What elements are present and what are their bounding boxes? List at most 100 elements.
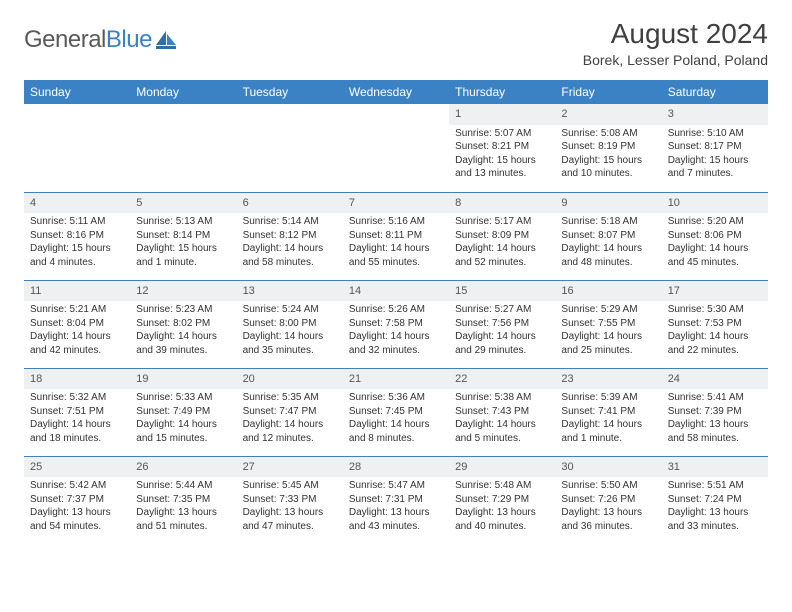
- calendar-cell: 26Sunrise: 5:44 AMSunset: 7:35 PMDayligh…: [130, 456, 236, 544]
- day-body: Sunrise: 5:36 AMSunset: 7:45 PMDaylight:…: [343, 389, 449, 449]
- daylight-line: Daylight: 13 hours and 51 minutes.: [136, 506, 230, 533]
- daylight-line: Daylight: 14 hours and 8 minutes.: [349, 418, 443, 445]
- header: GeneralBlue August 2024 Borek, Lesser Po…: [24, 18, 768, 68]
- sunrise-line: Sunrise: 5:33 AM: [136, 391, 230, 405]
- day-body: Sunrise: 5:44 AMSunset: 7:35 PMDaylight:…: [130, 477, 236, 537]
- sunset-line: Sunset: 8:14 PM: [136, 229, 230, 243]
- daylight-line: Daylight: 15 hours and 13 minutes.: [455, 154, 549, 181]
- daylight-line: Daylight: 14 hours and 58 minutes.: [243, 242, 337, 269]
- logo-word2: Blue: [106, 26, 152, 53]
- calendar-cell: 25Sunrise: 5:42 AMSunset: 7:37 PMDayligh…: [24, 456, 130, 544]
- sunrise-line: Sunrise: 5:17 AM: [455, 215, 549, 229]
- day-number: 31: [662, 457, 768, 478]
- day-number: 22: [449, 369, 555, 390]
- sunset-line: Sunset: 8:09 PM: [455, 229, 549, 243]
- sunrise-line: Sunrise: 5:10 AM: [668, 127, 762, 141]
- daylight-line: Daylight: 14 hours and 15 minutes.: [136, 418, 230, 445]
- day-body: Sunrise: 5:39 AMSunset: 7:41 PMDaylight:…: [555, 389, 661, 449]
- weekday-header: Friday: [555, 80, 661, 104]
- calendar-cell: 20Sunrise: 5:35 AMSunset: 7:47 PMDayligh…: [237, 368, 343, 456]
- sunset-line: Sunset: 8:06 PM: [668, 229, 762, 243]
- sunrise-line: Sunrise: 5:35 AM: [243, 391, 337, 405]
- calendar-cell: 30Sunrise: 5:50 AMSunset: 7:26 PMDayligh…: [555, 456, 661, 544]
- sunrise-line: Sunrise: 5:21 AM: [30, 303, 124, 317]
- sunrise-line: Sunrise: 5:39 AM: [561, 391, 655, 405]
- day-body: Sunrise: 5:17 AMSunset: 8:09 PMDaylight:…: [449, 213, 555, 273]
- day-number: 27: [237, 457, 343, 478]
- sunrise-line: Sunrise: 5:47 AM: [349, 479, 443, 493]
- day-body: Sunrise: 5:11 AMSunset: 8:16 PMDaylight:…: [24, 213, 130, 273]
- month-title: August 2024: [583, 18, 768, 50]
- day-body: Sunrise: 5:47 AMSunset: 7:31 PMDaylight:…: [343, 477, 449, 537]
- day-body: Sunrise: 5:07 AMSunset: 8:21 PMDaylight:…: [449, 125, 555, 185]
- sunset-line: Sunset: 7:24 PM: [668, 493, 762, 507]
- calendar-cell: 15Sunrise: 5:27 AMSunset: 7:56 PMDayligh…: [449, 280, 555, 368]
- weekday-header: Thursday: [449, 80, 555, 104]
- day-body: Sunrise: 5:16 AMSunset: 8:11 PMDaylight:…: [343, 213, 449, 273]
- daylight-line: Daylight: 14 hours and 22 minutes.: [668, 330, 762, 357]
- day-body: Sunrise: 5:18 AMSunset: 8:07 PMDaylight:…: [555, 213, 661, 273]
- day-body: Sunrise: 5:29 AMSunset: 7:55 PMDaylight:…: [555, 301, 661, 361]
- sunrise-line: Sunrise: 5:32 AM: [30, 391, 124, 405]
- calendar-cell: 19Sunrise: 5:33 AMSunset: 7:49 PMDayligh…: [130, 368, 236, 456]
- day-number: 9: [555, 193, 661, 214]
- day-number: 25: [24, 457, 130, 478]
- daylight-line: Daylight: 14 hours and 18 minutes.: [30, 418, 124, 445]
- daylight-line: Daylight: 14 hours and 1 minute.: [561, 418, 655, 445]
- calendar-row: 11Sunrise: 5:21 AMSunset: 8:04 PMDayligh…: [24, 280, 768, 368]
- daylight-line: Daylight: 14 hours and 25 minutes.: [561, 330, 655, 357]
- calendar-cell: .: [24, 104, 130, 192]
- day-number: 4: [24, 193, 130, 214]
- daylight-line: Daylight: 14 hours and 48 minutes.: [561, 242, 655, 269]
- sunrise-line: Sunrise: 5:41 AM: [668, 391, 762, 405]
- weekday-header: Sunday: [24, 80, 130, 104]
- sunset-line: Sunset: 7:56 PM: [455, 317, 549, 331]
- calendar-cell: 1Sunrise: 5:07 AMSunset: 8:21 PMDaylight…: [449, 104, 555, 192]
- day-body: Sunrise: 5:33 AMSunset: 7:49 PMDaylight:…: [130, 389, 236, 449]
- sunrise-line: Sunrise: 5:36 AM: [349, 391, 443, 405]
- sunrise-line: Sunrise: 5:16 AM: [349, 215, 443, 229]
- day-number: 24: [662, 369, 768, 390]
- day-body: Sunrise: 5:45 AMSunset: 7:33 PMDaylight:…: [237, 477, 343, 537]
- day-body: Sunrise: 5:38 AMSunset: 7:43 PMDaylight:…: [449, 389, 555, 449]
- daylight-line: Daylight: 14 hours and 42 minutes.: [30, 330, 124, 357]
- day-body: Sunrise: 5:14 AMSunset: 8:12 PMDaylight:…: [237, 213, 343, 273]
- daylight-line: Daylight: 14 hours and 5 minutes.: [455, 418, 549, 445]
- calendar-cell: 3Sunrise: 5:10 AMSunset: 8:17 PMDaylight…: [662, 104, 768, 192]
- calendar-cell: 31Sunrise: 5:51 AMSunset: 7:24 PMDayligh…: [662, 456, 768, 544]
- calendar-cell: 6Sunrise: 5:14 AMSunset: 8:12 PMDaylight…: [237, 192, 343, 280]
- daylight-line: Daylight: 14 hours and 29 minutes.: [455, 330, 549, 357]
- calendar-cell: 7Sunrise: 5:16 AMSunset: 8:11 PMDaylight…: [343, 192, 449, 280]
- sunrise-line: Sunrise: 5:13 AM: [136, 215, 230, 229]
- daylight-line: Daylight: 13 hours and 33 minutes.: [668, 506, 762, 533]
- day-number: 20: [237, 369, 343, 390]
- day-body: Sunrise: 5:24 AMSunset: 8:00 PMDaylight:…: [237, 301, 343, 361]
- day-body: Sunrise: 5:30 AMSunset: 7:53 PMDaylight:…: [662, 301, 768, 361]
- calendar-cell: 14Sunrise: 5:26 AMSunset: 7:58 PMDayligh…: [343, 280, 449, 368]
- day-body: Sunrise: 5:35 AMSunset: 7:47 PMDaylight:…: [237, 389, 343, 449]
- calendar-cell: 13Sunrise: 5:24 AMSunset: 8:00 PMDayligh…: [237, 280, 343, 368]
- day-body: Sunrise: 5:21 AMSunset: 8:04 PMDaylight:…: [24, 301, 130, 361]
- daylight-line: Daylight: 13 hours and 36 minutes.: [561, 506, 655, 533]
- day-number: 17: [662, 281, 768, 302]
- calendar-cell: 17Sunrise: 5:30 AMSunset: 7:53 PMDayligh…: [662, 280, 768, 368]
- calendar-cell: 23Sunrise: 5:39 AMSunset: 7:41 PMDayligh…: [555, 368, 661, 456]
- calendar-cell: 4Sunrise: 5:11 AMSunset: 8:16 PMDaylight…: [24, 192, 130, 280]
- sunset-line: Sunset: 7:53 PM: [668, 317, 762, 331]
- day-number: 29: [449, 457, 555, 478]
- day-body: Sunrise: 5:08 AMSunset: 8:19 PMDaylight:…: [555, 125, 661, 185]
- daylight-line: Daylight: 14 hours and 12 minutes.: [243, 418, 337, 445]
- calendar-row: 4Sunrise: 5:11 AMSunset: 8:16 PMDaylight…: [24, 192, 768, 280]
- calendar-row: 25Sunrise: 5:42 AMSunset: 7:37 PMDayligh…: [24, 456, 768, 544]
- calendar-cell: 29Sunrise: 5:48 AMSunset: 7:29 PMDayligh…: [449, 456, 555, 544]
- day-number: 7: [343, 193, 449, 214]
- sunset-line: Sunset: 7:49 PM: [136, 405, 230, 419]
- day-number: 13: [237, 281, 343, 302]
- sunrise-line: Sunrise: 5:30 AM: [668, 303, 762, 317]
- sunset-line: Sunset: 7:31 PM: [349, 493, 443, 507]
- day-number: 5: [130, 193, 236, 214]
- sunrise-line: Sunrise: 5:42 AM: [30, 479, 124, 493]
- sunrise-line: Sunrise: 5:18 AM: [561, 215, 655, 229]
- day-number: 14: [343, 281, 449, 302]
- daylight-line: Daylight: 14 hours and 39 minutes.: [136, 330, 230, 357]
